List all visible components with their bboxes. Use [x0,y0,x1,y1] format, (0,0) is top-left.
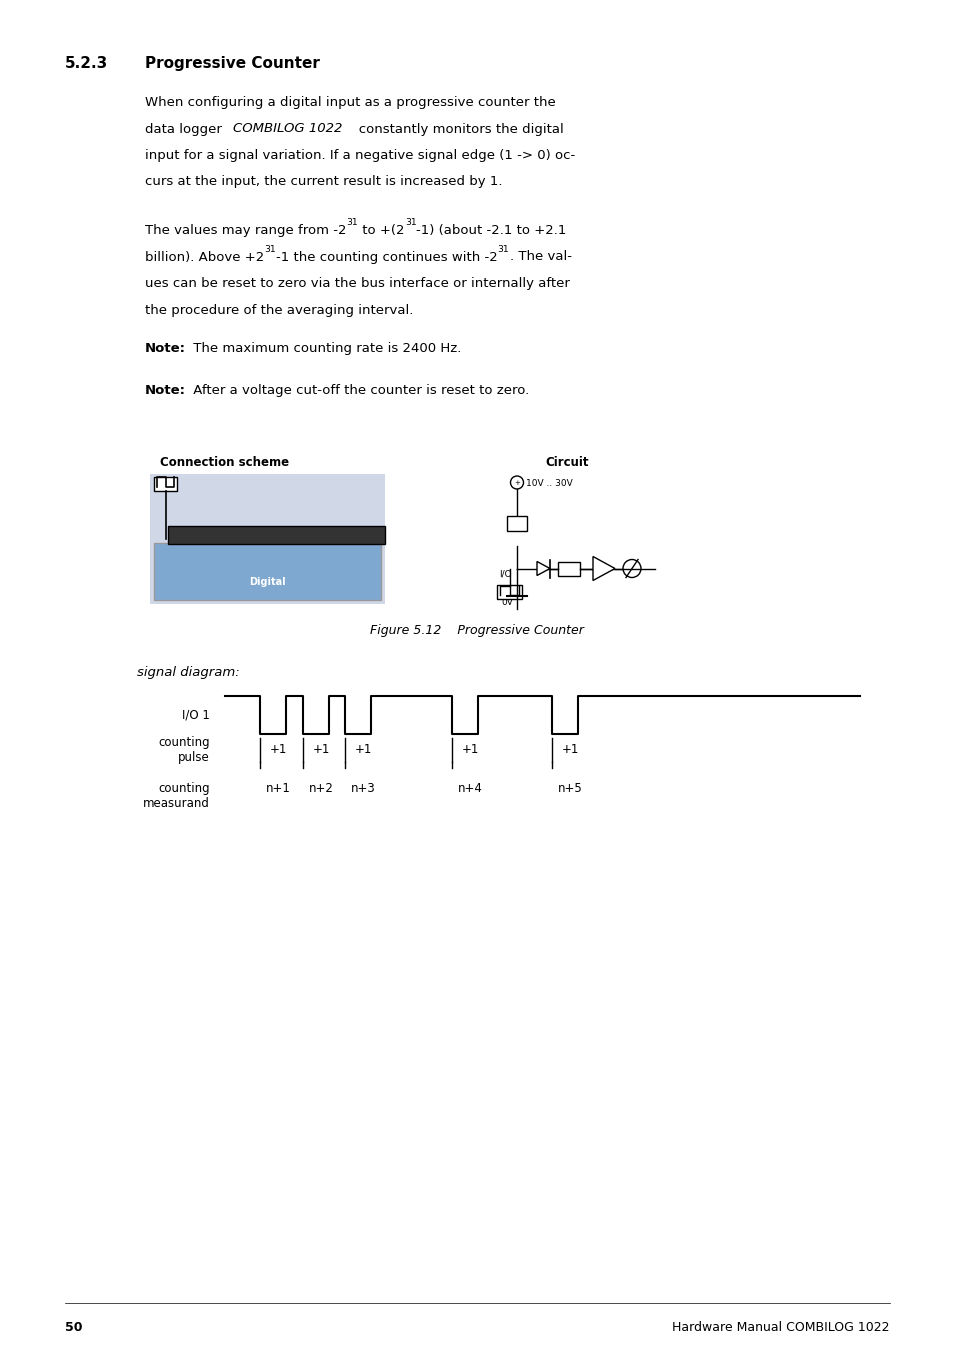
Text: n+4: n+4 [457,781,482,794]
Text: input for a signal variation. If a negative signal edge (1 -> 0) oc-: input for a signal variation. If a negat… [145,149,575,162]
Text: 0V: 0V [500,597,513,607]
Text: n+5: n+5 [558,781,582,794]
Text: Figure 5.12    Progressive Counter: Figure 5.12 Progressive Counter [370,624,583,636]
Text: 31: 31 [497,245,509,254]
Bar [497,585,521,598]
Text: 50: 50 [65,1321,82,1333]
Text: I/O: I/O [498,570,511,578]
Text: data logger: data logger [145,123,230,135]
Text: -1 the counting continues with -2: -1 the counting continues with -2 [275,250,497,263]
Text: Connection scheme: Connection scheme [160,455,289,469]
Text: Note:: Note: [145,384,186,396]
Text: The values may range from -2: The values may range from -2 [145,224,346,236]
Text: ues can be reset to zero via the bus interface or internally after: ues can be reset to zero via the bus int… [145,277,569,290]
Text: When configuring a digital input as a progressive counter the: When configuring a digital input as a pr… [145,96,556,109]
Text: 5.2.3: 5.2.3 [65,55,108,72]
Text: +1: +1 [270,743,287,757]
Text: Note:: Note: [145,342,186,354]
Bar [506,516,526,531]
Bar [153,543,380,600]
Text: +1: +1 [313,743,330,757]
Text: 10V .. 30V: 10V .. 30V [525,478,572,488]
Text: -1) (about -2.1 to +2.1: -1) (about -2.1 to +2.1 [416,224,566,236]
Text: curs at the input, the current result is increased by 1.: curs at the input, the current result is… [145,176,502,189]
Text: counting
measurand: counting measurand [143,781,210,809]
Text: +1: +1 [355,743,372,757]
Bar [558,562,579,576]
Text: +1: +1 [461,743,478,757]
Bar [153,477,177,490]
Text: . The val-: . The val- [509,250,571,263]
Text: n+2: n+2 [309,781,334,794]
Bar [168,526,385,543]
Text: Circuit: Circuit [544,455,588,469]
Text: Progressive Counter: Progressive Counter [145,55,319,72]
Bar [150,473,385,604]
Text: constantly monitors the digital: constantly monitors the digital [346,123,563,135]
Text: The maximum counting rate is 2400 Hz.: The maximum counting rate is 2400 Hz. [189,342,461,354]
Text: Digital: Digital [249,577,286,586]
Text: n+3: n+3 [351,781,375,794]
Text: +: + [514,480,519,485]
Text: to +(2: to +(2 [358,224,404,236]
Text: the procedure of the averaging interval.: the procedure of the averaging interval. [145,304,413,316]
Text: n+1: n+1 [266,781,291,794]
Text: Hardware Manual COMBILOG 1022: Hardware Manual COMBILOG 1022 [672,1321,889,1333]
Text: I/O 1: I/O 1 [182,708,210,721]
Text: COMBILOG 1022: COMBILOG 1022 [233,123,342,135]
Polygon shape [593,557,615,581]
Polygon shape [537,562,550,576]
Text: signal diagram:: signal diagram: [137,666,239,678]
Text: billion). Above +2: billion). Above +2 [145,250,264,263]
Text: +1: +1 [561,743,578,757]
Text: counting
pulse: counting pulse [158,735,210,763]
Text: After a voltage cut-off the counter is reset to zero.: After a voltage cut-off the counter is r… [189,384,529,396]
Text: 31: 31 [346,218,358,227]
Text: 31: 31 [404,218,416,227]
Text: 31: 31 [264,245,275,254]
